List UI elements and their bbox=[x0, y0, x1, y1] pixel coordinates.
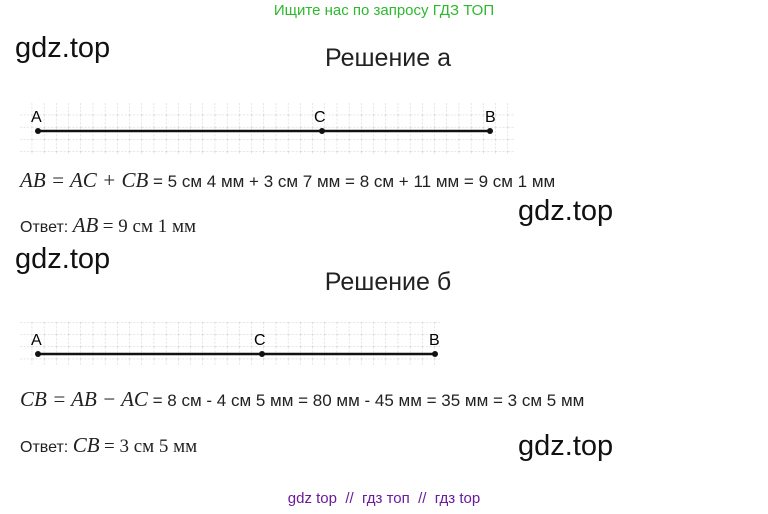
solution-title: Решение б bbox=[324, 268, 452, 296]
point-label: B bbox=[429, 332, 440, 349]
watermark: gdz.top bbox=[518, 430, 614, 462]
point-label: A bbox=[31, 109, 42, 126]
point-label: A bbox=[31, 332, 42, 349]
equation-text: = 5 см 4 мм + 3 см 7 мм = 8 см + 11 мм =… bbox=[153, 172, 556, 191]
equation: CB = AB − AC = 8 см - 4 см 5 мм = 80 мм … bbox=[20, 387, 584, 412]
point-label: C bbox=[254, 332, 266, 349]
point bbox=[259, 351, 265, 357]
answer: Ответ: AB = 9 см 1 мм bbox=[20, 213, 196, 238]
answer-label: Ответ: bbox=[20, 219, 69, 236]
answer: Ответ: CB = 3 см 5 мм bbox=[20, 433, 197, 458]
header: Ищите нас по запросу ГДЗ ТОП bbox=[273, 2, 495, 19]
answer-label: Ответ: bbox=[20, 439, 69, 456]
point bbox=[35, 128, 41, 134]
point-label: C bbox=[314, 109, 326, 126]
footer: gdz top // гдз топ // гдз top bbox=[287, 490, 481, 507]
math: AB = AC + CB bbox=[20, 168, 149, 192]
watermark: gdz.top bbox=[15, 32, 111, 64]
point-label: B bbox=[485, 109, 496, 126]
grid bbox=[20, 103, 515, 155]
point bbox=[432, 351, 438, 357]
answer-text: = 9 см 1 мм bbox=[102, 216, 197, 237]
grid bbox=[20, 322, 440, 366]
equation-text: = 8 см - 4 см 5 мм = 80 мм - 45 мм = 35 … bbox=[152, 391, 585, 410]
equation: AB = AC + CB = 5 см 4 мм + 3 см 7 мм = 8… bbox=[20, 168, 555, 193]
math: CB bbox=[72, 433, 100, 457]
answer-text: = 3 см 5 мм bbox=[103, 436, 198, 457]
math: CB = AB − AC bbox=[20, 387, 148, 411]
math: AB bbox=[72, 213, 99, 237]
watermark: gdz.top bbox=[15, 243, 111, 275]
watermark: gdz.top bbox=[518, 195, 614, 227]
solution-title: Решение а bbox=[325, 44, 451, 72]
point bbox=[487, 128, 493, 134]
point bbox=[35, 351, 41, 357]
point bbox=[319, 128, 325, 134]
